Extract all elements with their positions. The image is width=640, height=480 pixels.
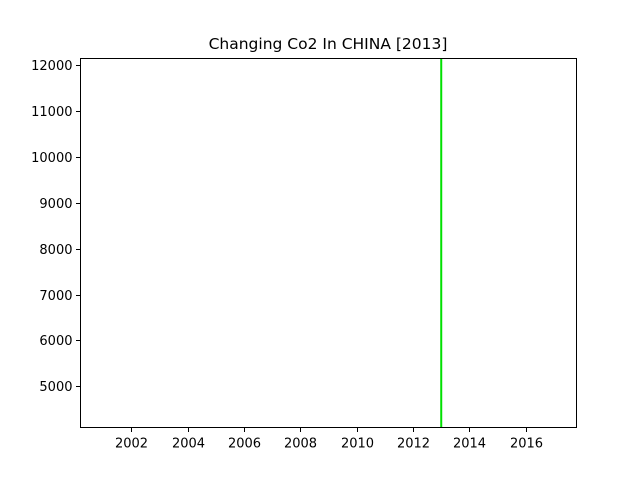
x-tick-label: 2008 [284,437,317,452]
y-tick-label: 7000 [39,289,72,304]
y-tick-label: 9000 [39,197,72,212]
y-tick-label: 5000 [39,380,72,395]
y-tick-label: 8000 [39,243,72,258]
x-tick-label: 2002 [115,437,148,452]
x-tick-label: 2012 [397,437,430,452]
plot-frame [80,58,577,428]
x-tick-label: 2006 [228,437,261,452]
x-tick-label: 2014 [453,437,486,452]
x-axis: 2002 2004 2006 2008 2010 2012 2014 2016 [115,427,543,452]
y-tick-label: 11000 [31,105,72,120]
x-tick-label: 2016 [510,437,543,452]
x-tick-label: 2004 [172,437,205,452]
chart-title: Changing Co2 In CHINA [2013] [209,35,448,53]
y-axis: 5000 6000 7000 8000 9000 10000 11000 12000 [31,59,81,395]
y-tick-label: 6000 [39,334,72,349]
y-tick-label: 10000 [31,151,72,166]
y-tick-label: 12000 [31,59,72,74]
x-tick-label: 2010 [341,437,374,452]
